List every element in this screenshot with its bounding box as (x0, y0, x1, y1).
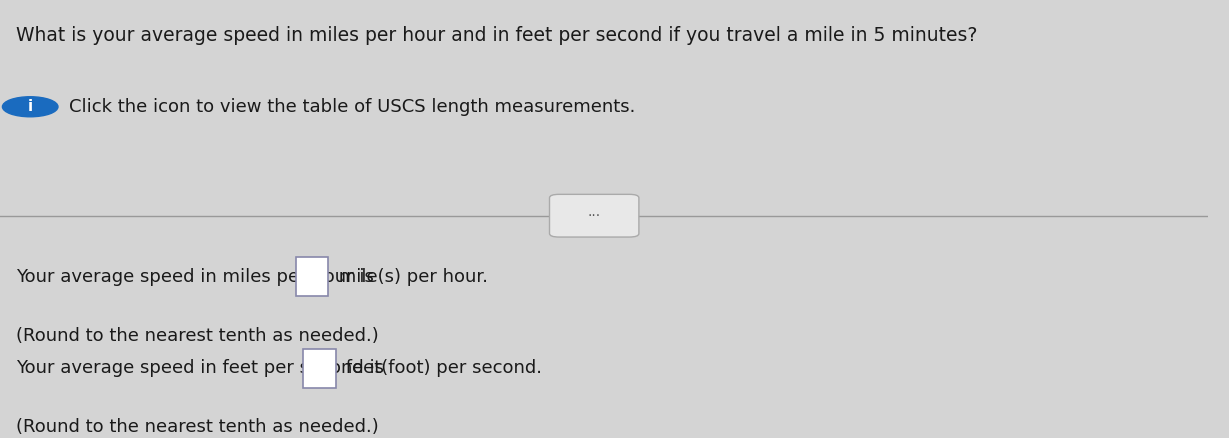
Text: mile(s) per hour.: mile(s) per hour. (333, 268, 488, 286)
Text: Your average speed in feet per second is: Your average speed in feet per second is (16, 359, 390, 377)
Text: (Round to the nearest tenth as needed.): (Round to the nearest tenth as needed.) (16, 418, 379, 436)
Text: feet(foot) per second.: feet(foot) per second. (340, 359, 542, 377)
Text: i: i (27, 99, 33, 114)
Text: Click the icon to view the table of USCS length measurements.: Click the icon to view the table of USCS… (69, 98, 635, 116)
FancyBboxPatch shape (302, 349, 336, 388)
Circle shape (2, 97, 58, 117)
Text: Your average speed in miles per hour is: Your average speed in miles per hour is (16, 268, 380, 286)
FancyBboxPatch shape (549, 194, 639, 237)
Text: What is your average speed in miles per hour and in feet per second if you trave: What is your average speed in miles per … (16, 26, 977, 45)
Text: ···: ··· (587, 208, 601, 223)
FancyBboxPatch shape (296, 257, 328, 296)
Text: (Round to the nearest tenth as needed.): (Round to the nearest tenth as needed.) (16, 326, 379, 345)
